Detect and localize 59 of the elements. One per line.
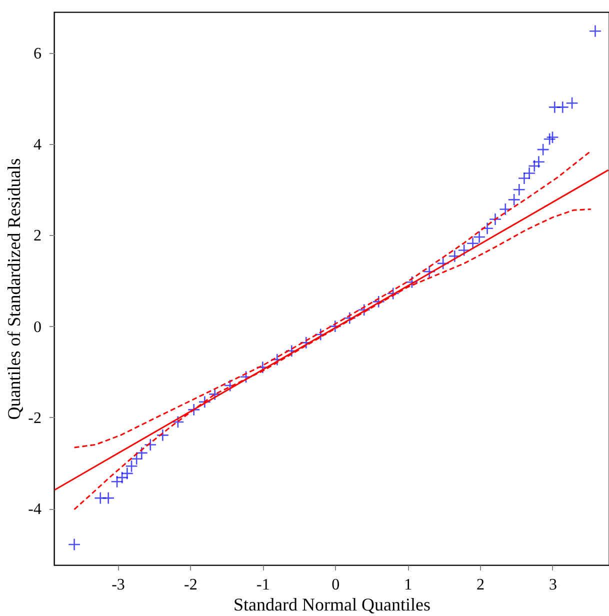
point — [508, 193, 520, 206]
point — [314, 328, 327, 341]
point — [386, 287, 400, 300]
point — [458, 244, 470, 257]
point — [518, 172, 531, 185]
y-tick-label: 2 — [34, 228, 42, 245]
point — [546, 130, 559, 144]
point — [125, 460, 138, 473]
point — [406, 276, 418, 288]
point — [208, 388, 222, 401]
point — [187, 403, 200, 416]
line-series — [74, 150, 592, 448]
y-tick-label: 4 — [34, 136, 42, 154]
point — [566, 96, 578, 110]
y-tick-label: 0 — [34, 318, 42, 336]
point — [358, 304, 370, 316]
point — [436, 257, 450, 270]
y-tick-label: -2 — [28, 410, 42, 427]
point — [472, 230, 486, 244]
point — [102, 492, 115, 504]
point — [144, 438, 157, 452]
point — [130, 452, 143, 466]
point — [135, 446, 148, 460]
x-axis-title: Standard Normal Quantiles — [234, 594, 430, 614]
point — [543, 132, 556, 146]
x-tick-label: 0 — [332, 576, 340, 594]
point — [120, 467, 134, 480]
x-tick-label: -1 — [256, 576, 270, 594]
point — [528, 160, 541, 172]
point — [328, 320, 342, 333]
point — [116, 471, 128, 484]
point — [156, 428, 170, 442]
x-tick-label: 1 — [404, 576, 412, 594]
point — [343, 312, 356, 324]
y-tick-label: 6 — [34, 45, 42, 62]
point — [448, 250, 462, 263]
point — [556, 100, 569, 114]
point — [522, 166, 536, 180]
point — [488, 212, 502, 226]
point — [512, 183, 526, 196]
point — [422, 265, 436, 278]
point — [499, 202, 512, 216]
point — [480, 222, 494, 235]
point — [198, 396, 212, 408]
x-tick-label: 2 — [476, 576, 485, 594]
point — [110, 475, 124, 488]
x-tick-label: -2 — [184, 576, 198, 594]
x-tick-label: -3 — [112, 576, 125, 594]
point — [68, 538, 81, 551]
point — [372, 295, 385, 308]
y-tick-label: -4 — [28, 501, 42, 518]
point — [532, 156, 546, 168]
y-axis-title: Quantiles of Standardized Residuals — [4, 158, 24, 420]
point — [588, 24, 602, 38]
point — [536, 143, 550, 156]
point — [466, 237, 480, 250]
x-tick-label: 3 — [548, 576, 557, 594]
point — [240, 370, 252, 384]
point — [172, 416, 184, 428]
